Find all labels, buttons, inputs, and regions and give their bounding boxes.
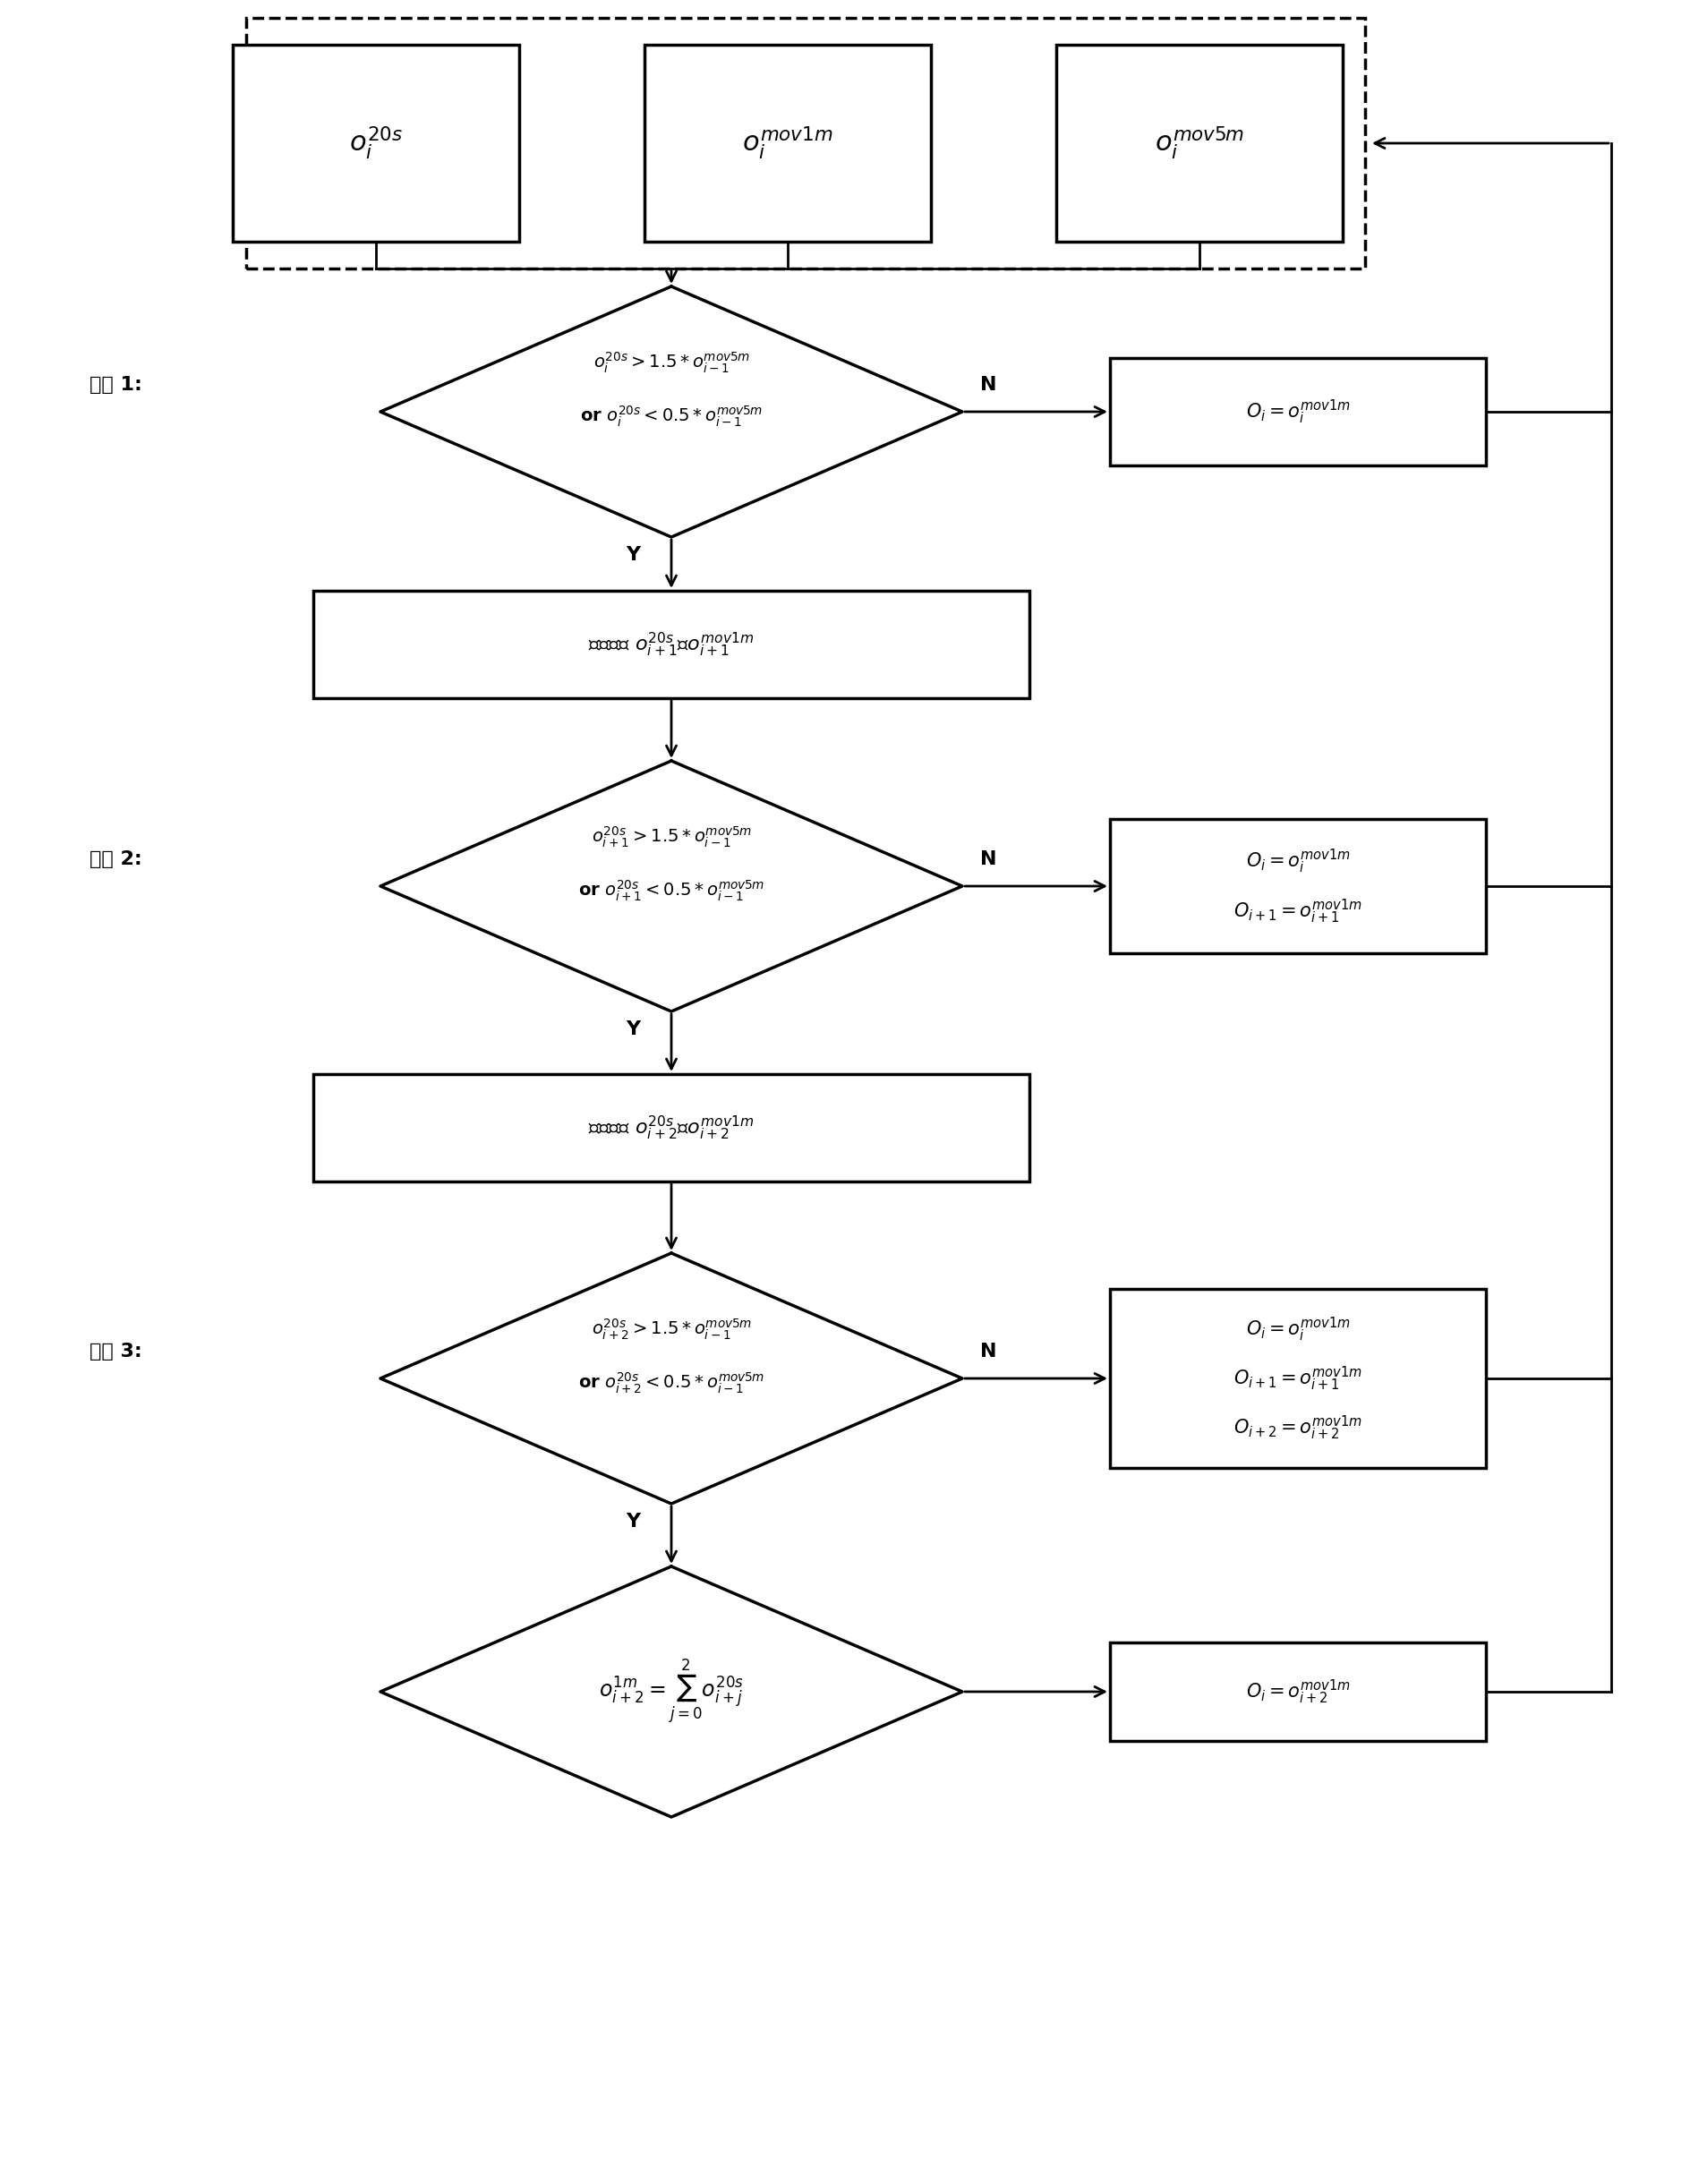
Text: $\mathbf{or}$ $o^{20s}_{i}<0.5*o^{mov5m}_{i-1}$: $\mathbf{or}$ $o^{20s}_{i}<0.5*o^{mov5m}… (580, 404, 763, 428)
Text: N: N (980, 1343, 997, 1361)
Bar (246, 17, 1364, 269)
Text: $O_{i+2} = o^{mov1m}_{i+2}$: $O_{i+2} = o^{mov1m}_{i+2}$ (1232, 1413, 1362, 1441)
Text: $O_{i+1} = o^{mov1m}_{i+1}$: $O_{i+1} = o^{mov1m}_{i+1}$ (1232, 1365, 1362, 1393)
Text: $O_i = o^{mov1m}_{i}$: $O_i = o^{mov1m}_{i}$ (1244, 397, 1350, 426)
Text: N: N (980, 850, 997, 869)
Bar (312, 590, 1029, 699)
Bar (1110, 819, 1485, 952)
Bar (1055, 44, 1342, 242)
Bar (644, 44, 930, 242)
Text: $o^{1m}_{i+2}=\sum_{j=0}^{2}o^{20s}_{i+j}$: $o^{1m}_{i+2}=\sum_{j=0}^{2}o^{20s}_{i+j… (599, 1658, 744, 1725)
Text: 条件 3:: 条件 3: (89, 1343, 142, 1361)
Text: $o^{mov1m}_{i}$: $o^{mov1m}_{i}$ (743, 124, 833, 162)
Text: N: N (980, 376, 997, 393)
Text: 计算提取 $o^{20s}_{i+1}$、$o^{mov1m}_{i+1}$: 计算提取 $o^{20s}_{i+1}$、$o^{mov1m}_{i+1}$ (589, 631, 754, 657)
Text: Y: Y (625, 1514, 640, 1531)
Text: $O_i = o^{mov1m}_{i+2}$: $O_i = o^{mov1m}_{i+2}$ (1244, 1677, 1350, 1706)
Text: Y: Y (625, 1020, 640, 1037)
Text: $o^{mov5m}_{i}$: $o^{mov5m}_{i}$ (1154, 124, 1244, 162)
Text: 条件 2:: 条件 2: (89, 850, 142, 869)
Text: $O_i = o^{mov1m}_{i}$: $O_i = o^{mov1m}_{i}$ (1244, 1315, 1350, 1343)
Text: 条件 1:: 条件 1: (89, 376, 142, 393)
Text: $\mathbf{or}$ $o^{20s}_{i+2}<0.5*o^{mov5m}_{i-1}$: $\mathbf{or}$ $o^{20s}_{i+2}<0.5*o^{mov5… (579, 1372, 765, 1396)
Bar (1110, 358, 1485, 465)
Text: $o^{20s}_{i+2}>1.5*o^{mov5m}_{i-1}$: $o^{20s}_{i+2}>1.5*o^{mov5m}_{i-1}$ (591, 1317, 751, 1341)
Text: $o^{20s}_{i}$: $o^{20s}_{i}$ (348, 124, 403, 162)
Bar (1110, 1289, 1485, 1468)
Bar (1110, 1642, 1485, 1741)
Text: Y: Y (625, 546, 640, 563)
Text: $o^{20s}_{i}>1.5*o^{mov5m}_{i-1}$: $o^{20s}_{i}>1.5*o^{mov5m}_{i-1}$ (592, 349, 749, 376)
Text: $O_{i+1} = o^{mov1m}_{i+1}$: $O_{i+1} = o^{mov1m}_{i+1}$ (1232, 898, 1362, 926)
Text: $O_i = o^{mov1m}_{i}$: $O_i = o^{mov1m}_{i}$ (1244, 847, 1350, 876)
Text: $o^{20s}_{i+1}>1.5*o^{mov5m}_{i-1}$: $o^{20s}_{i+1}>1.5*o^{mov5m}_{i-1}$ (591, 826, 751, 850)
Text: $\mathbf{or}$ $o^{20s}_{i+1}<0.5*o^{mov5m}_{i-1}$: $\mathbf{or}$ $o^{20s}_{i+1}<0.5*o^{mov5… (579, 878, 765, 902)
Bar (232, 44, 519, 242)
Bar (312, 1075, 1029, 1182)
Text: 计算提取 $o^{20s}_{i+2}$、$o^{mov1m}_{i+2}$: 计算提取 $o^{20s}_{i+2}$、$o^{mov1m}_{i+2}$ (589, 1114, 754, 1142)
